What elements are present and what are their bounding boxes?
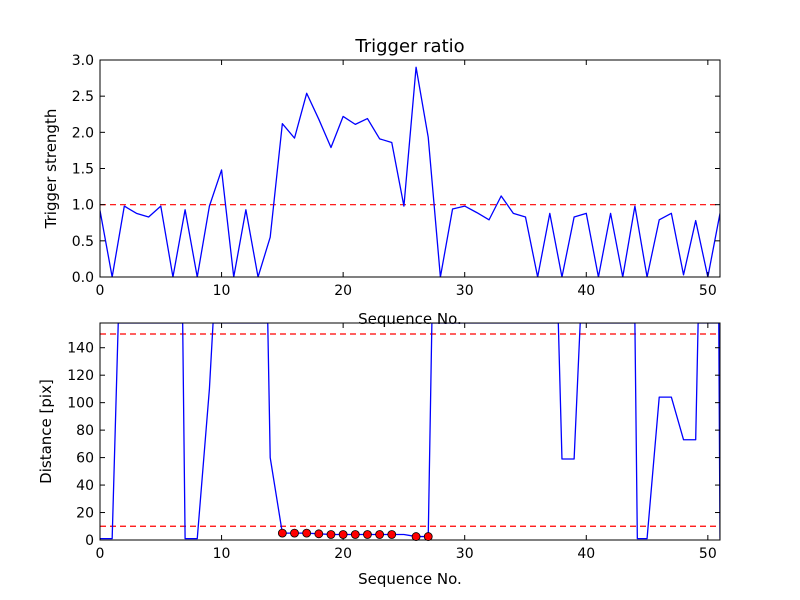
chart-title: Trigger ratio <box>354 36 464 57</box>
y-tick-label: 1.0 <box>72 198 94 214</box>
data-point-marker <box>302 528 312 538</box>
axes-frame <box>99 59 721 278</box>
y-tick-label: 140 <box>67 341 94 357</box>
data-point-marker <box>375 530 385 539</box>
x-tick-label: 0 <box>96 283 105 299</box>
data-point-marker <box>411 532 421 541</box>
x-tick-label: 50 <box>699 546 717 562</box>
data-point-marker <box>363 530 372 539</box>
y-tick-label: 0.5 <box>72 234 94 250</box>
y-tick-label: 0.0 <box>72 270 94 286</box>
y-tick-label: 2.0 <box>72 125 94 141</box>
x-tick-label: 50 <box>699 283 717 299</box>
data-point-marker <box>277 528 287 538</box>
data-point-marker <box>350 530 360 539</box>
y-tick-label: 80 <box>76 423 94 439</box>
y-tick-label: 20 <box>76 506 94 522</box>
y-tick-label: 3.0 <box>72 53 94 69</box>
y-tick-label: 40 <box>76 478 94 494</box>
data-point-marker <box>314 529 324 539</box>
x-tick-label: 20 <box>334 283 352 299</box>
y-tick-label: 2.5 <box>72 89 94 105</box>
y-axis-label: Trigger strength <box>42 109 60 230</box>
x-tick-label: 30 <box>456 546 474 562</box>
y-tick-label: 0 <box>85 533 94 549</box>
x-tick-label: 10 <box>213 283 231 299</box>
series-line <box>100 323 720 540</box>
x-tick-label: 20 <box>334 546 352 562</box>
x-axis-label: Sequence No. <box>358 570 462 588</box>
x-tick-label: 0 <box>96 546 105 562</box>
data-point-marker <box>387 530 397 539</box>
data-point-marker <box>290 528 299 538</box>
data-point-marker <box>326 530 336 539</box>
y-axis-label: Distance [pix] <box>37 379 55 484</box>
x-tick-label: 40 <box>577 546 595 562</box>
x-tick-label: 30 <box>456 283 474 299</box>
y-tick-label: 1.5 <box>72 162 94 178</box>
y-tick-label: 100 <box>67 396 94 412</box>
x-axis-label: Sequence No. <box>358 310 462 328</box>
y-tick-label: 60 <box>76 451 94 467</box>
series-line <box>100 66 720 277</box>
axes-frame <box>99 322 721 541</box>
x-tick-label: 10 <box>213 546 231 562</box>
data-point-marker <box>423 532 433 541</box>
distance-chart: 0 10 20 30 40 50 0 20 40 60 80 100 120 140 Sequence N… <box>37 322 721 588</box>
data-point-marker <box>338 530 348 539</box>
x-tick-label: 40 <box>577 283 595 299</box>
y-tick-label: 120 <box>67 368 94 384</box>
